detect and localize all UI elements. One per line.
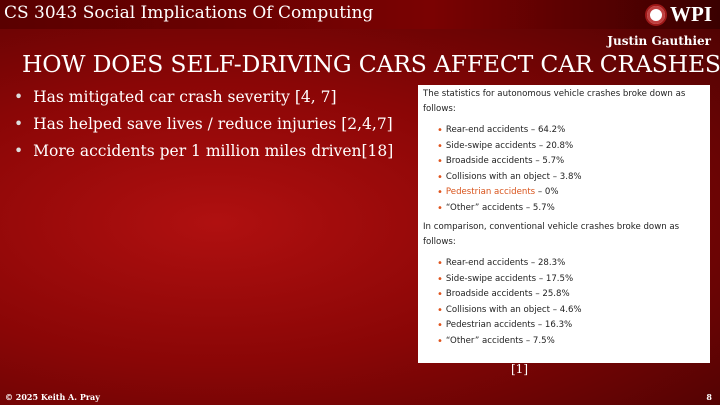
bullet-item: • More accidents per 1 million miles driv…: [14, 142, 394, 160]
copyright: © 2025 Keith A. Pray: [5, 392, 100, 402]
page-number: 8: [706, 392, 712, 402]
list-item: • Side-swipe accidents – 17.5%: [437, 273, 574, 285]
citation: [1]: [511, 362, 528, 376]
list-item: • “Other” accidents – 7.5%: [437, 335, 555, 347]
wpi-logo: WPI: [645, 2, 712, 27]
list-item: • “Other” accidents – 5.7%: [437, 202, 555, 214]
header-bar: CS 3043 Social Implications Of Computing…: [0, 0, 720, 29]
list-item: • Rear-end accidents – 28.3%: [437, 258, 566, 269]
autonomous-intro: The statistics for autonomous vehicle cr…: [423, 89, 686, 114]
list-item: • Pedestrian accidents – 0%: [437, 187, 559, 198]
logo-text: WPI: [670, 2, 712, 26]
list-item: • Broadside accidents – 5.7%: [437, 156, 565, 167]
autonomous-list: • Rear-end accidents – 64.2% • Side-swipe …: [437, 123, 705, 216]
conventional-intro: In comparison, conventional vehicle cras…: [423, 222, 680, 247]
course-title: CS 3043 Social Implications Of Computing: [4, 3, 374, 23]
slide-title: HOW DOES SELF-DRIVING CARS AFFECT CAR CR…: [22, 50, 720, 78]
bullet-item: • Has helped save lives / reduce injuries…: [14, 115, 393, 133]
pedestrian-link[interactable]: Pedestrian accidents: [445, 187, 536, 197]
list-item: • Broadside accidents – 25.8%: [437, 289, 570, 300]
list-item: • Side-swipe accidents – 20.8%: [437, 140, 574, 152]
list-item: • Collisions with an object – 3.8%: [437, 171, 582, 183]
bullet-list: • Has mitigated car crash severity [4, 7]…: [14, 88, 393, 169]
list-item: • Collisions with an object – 4.6%: [437, 304, 582, 316]
list-item: • Rear-end accidents – 64.2%: [437, 125, 566, 136]
list-item: • Pedestrian accidents – 16.3%: [437, 320, 573, 331]
conventional-list: • Rear-end accidents – 28.3% • Side-swipe …: [437, 256, 705, 349]
statistics-image: The statistics for autonomous vehicle cr…: [418, 85, 710, 363]
seal-icon: [645, 3, 667, 26]
author: Justin Gauthier: [607, 34, 711, 48]
bullet-item: • Has mitigated car crash severity [4, 7]: [14, 88, 337, 106]
